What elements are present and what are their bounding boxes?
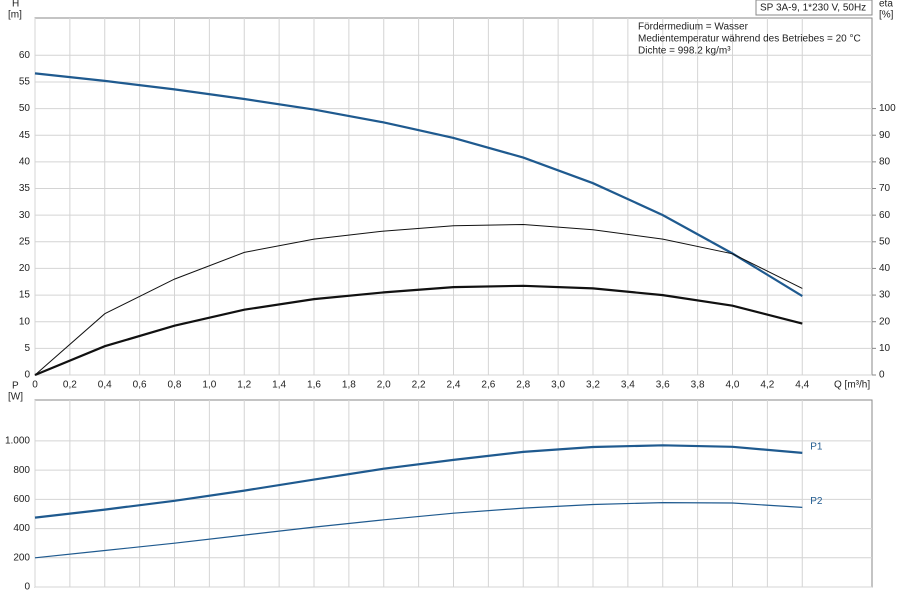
x-tick-label: 0,4 xyxy=(98,380,112,391)
y-axis-label: P xyxy=(12,381,19,392)
x-tick-label: 3,8 xyxy=(691,380,705,391)
y2-tick-label: 70 xyxy=(879,183,891,194)
annotation: Medientemperatur während des Betriebes =… xyxy=(638,34,861,45)
y-axis-label: H xyxy=(12,0,19,10)
y2-axis-label: eta xyxy=(879,0,893,10)
curve xyxy=(34,501,803,559)
x-tick-label: 1,4 xyxy=(272,380,286,391)
x-tick-label: 3,0 xyxy=(551,380,565,391)
x-tick-label: 0 xyxy=(32,380,38,391)
y-axis-unit: [W] xyxy=(8,392,23,403)
y2-tick-label: 90 xyxy=(879,130,891,141)
x-tick-label: 1,6 xyxy=(307,380,321,391)
y-tick-label: 50 xyxy=(19,103,31,114)
x-tick-label: 4,0 xyxy=(726,380,740,391)
y-tick-label: 5 xyxy=(24,343,30,354)
y-tick-label: 55 xyxy=(19,77,31,88)
x-tick-label: 3,2 xyxy=(586,380,600,391)
annotation: Fördermedium = Wasser xyxy=(638,22,749,33)
x-tick-label: 2,2 xyxy=(412,380,426,391)
curve xyxy=(34,444,803,519)
x-tick-label: 2,4 xyxy=(447,380,461,391)
y-tick-label: 200 xyxy=(13,552,30,563)
y2-tick-label: 50 xyxy=(879,236,891,247)
y2-tick-label: 30 xyxy=(879,290,891,301)
y2-tick-label: 20 xyxy=(879,316,891,327)
y-tick-label: 600 xyxy=(13,494,30,505)
x-tick-label: 4,4 xyxy=(795,380,809,391)
y-axis-unit: [m] xyxy=(8,10,22,21)
curve xyxy=(34,284,803,377)
info-box-text: SP 3A-9, 1*230 V, 50Hz xyxy=(760,3,866,14)
y-tick-label: 15 xyxy=(19,290,31,301)
y-tick-label: 0 xyxy=(24,370,30,381)
x-tick-label: 1,2 xyxy=(237,380,251,391)
y-tick-label: 45 xyxy=(19,130,31,141)
y-tick-label: 40 xyxy=(19,157,31,168)
x-tick-label: 2,0 xyxy=(377,380,391,391)
info-box xyxy=(755,0,873,16)
y-tick-label: 800 xyxy=(13,465,30,476)
y-tick-label: 20 xyxy=(19,263,31,274)
series-label: P1 xyxy=(810,442,823,453)
y-tick-label: 60 xyxy=(19,50,31,61)
y2-tick-label: 40 xyxy=(879,263,891,274)
y2-tick-label: 100 xyxy=(879,103,896,114)
curve xyxy=(34,223,803,376)
curve xyxy=(34,72,803,298)
x-tick-label: 0,8 xyxy=(168,380,182,391)
y2-tick-label: 0 xyxy=(879,370,885,381)
y2-axis-unit: [%] xyxy=(879,10,894,21)
y2-tick-label: 10 xyxy=(879,343,891,354)
x-tick-label: 0,6 xyxy=(133,380,147,391)
series-label: P2 xyxy=(810,496,823,507)
x-axis-label: Q [m³/h] xyxy=(834,380,870,391)
y-tick-label: 400 xyxy=(13,523,30,534)
y-tick-label: 0 xyxy=(24,582,30,593)
y2-tick-label: 80 xyxy=(879,157,891,168)
y-tick-label: 30 xyxy=(19,210,31,221)
x-tick-label: 4,2 xyxy=(760,380,774,391)
x-tick-label: 1,0 xyxy=(202,380,216,391)
annotation: Dichte = 998.2 kg/m³ xyxy=(638,46,731,57)
y-tick-label: 25 xyxy=(19,236,31,247)
y-tick-label: 35 xyxy=(19,183,31,194)
x-tick-label: 3,4 xyxy=(621,380,635,391)
x-tick-label: 2,6 xyxy=(481,380,495,391)
y-tick-label: 10 xyxy=(19,316,31,327)
y-tick-label: 1.000 xyxy=(5,436,30,447)
x-tick-label: 2,8 xyxy=(516,380,530,391)
x-tick-label: 0,2 xyxy=(63,380,77,391)
x-tick-label: 1,8 xyxy=(342,380,356,391)
y2-tick-label: 60 xyxy=(879,210,891,221)
x-tick-label: 3,6 xyxy=(656,380,670,391)
